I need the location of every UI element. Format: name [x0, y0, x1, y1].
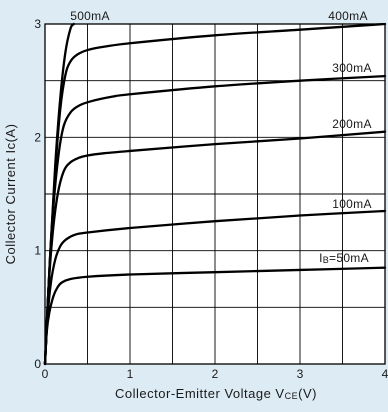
curve-label-layer: IB=50mA 100mA 200mA 300mA 400mA 500mA [70, 9, 372, 265]
y-tick-label: 1 [34, 244, 41, 258]
x-axis-title: Collector-Emitter Voltage VCE(V) [115, 386, 317, 401]
curve-label: 400mA [328, 9, 368, 23]
x-tick-label: 1 [127, 367, 134, 381]
curve-label: 200mA [332, 117, 372, 131]
curve-label: 500mA [70, 9, 110, 23]
grid-layer [44, 23, 386, 365]
y-tick-label: 3 [34, 17, 41, 31]
x-tick-label: 4 [382, 367, 388, 381]
curve-label: 100mA [332, 197, 372, 211]
x-tick-label: 3 [297, 367, 304, 381]
curve-layer [43, 22, 387, 366]
x-tick-label: 0 [42, 367, 49, 381]
curve-label: IB=50mA [319, 251, 369, 265]
y-axis-title: Collector Current Ic(A) [3, 124, 18, 265]
curve-label: 300mA [332, 61, 372, 75]
plot-frame [44, 23, 386, 365]
curve-500ma [43, 22, 76, 366]
curve-ib-50ma [43, 266, 387, 366]
x-tick-label: 2 [212, 367, 219, 381]
y-tick-label: 0 [34, 357, 41, 371]
y-tick-label: 2 [34, 130, 41, 144]
tick-layer: 0 1 2 3 4 0 1 2 3 [34, 17, 388, 381]
curve-100ma [43, 209, 387, 366]
